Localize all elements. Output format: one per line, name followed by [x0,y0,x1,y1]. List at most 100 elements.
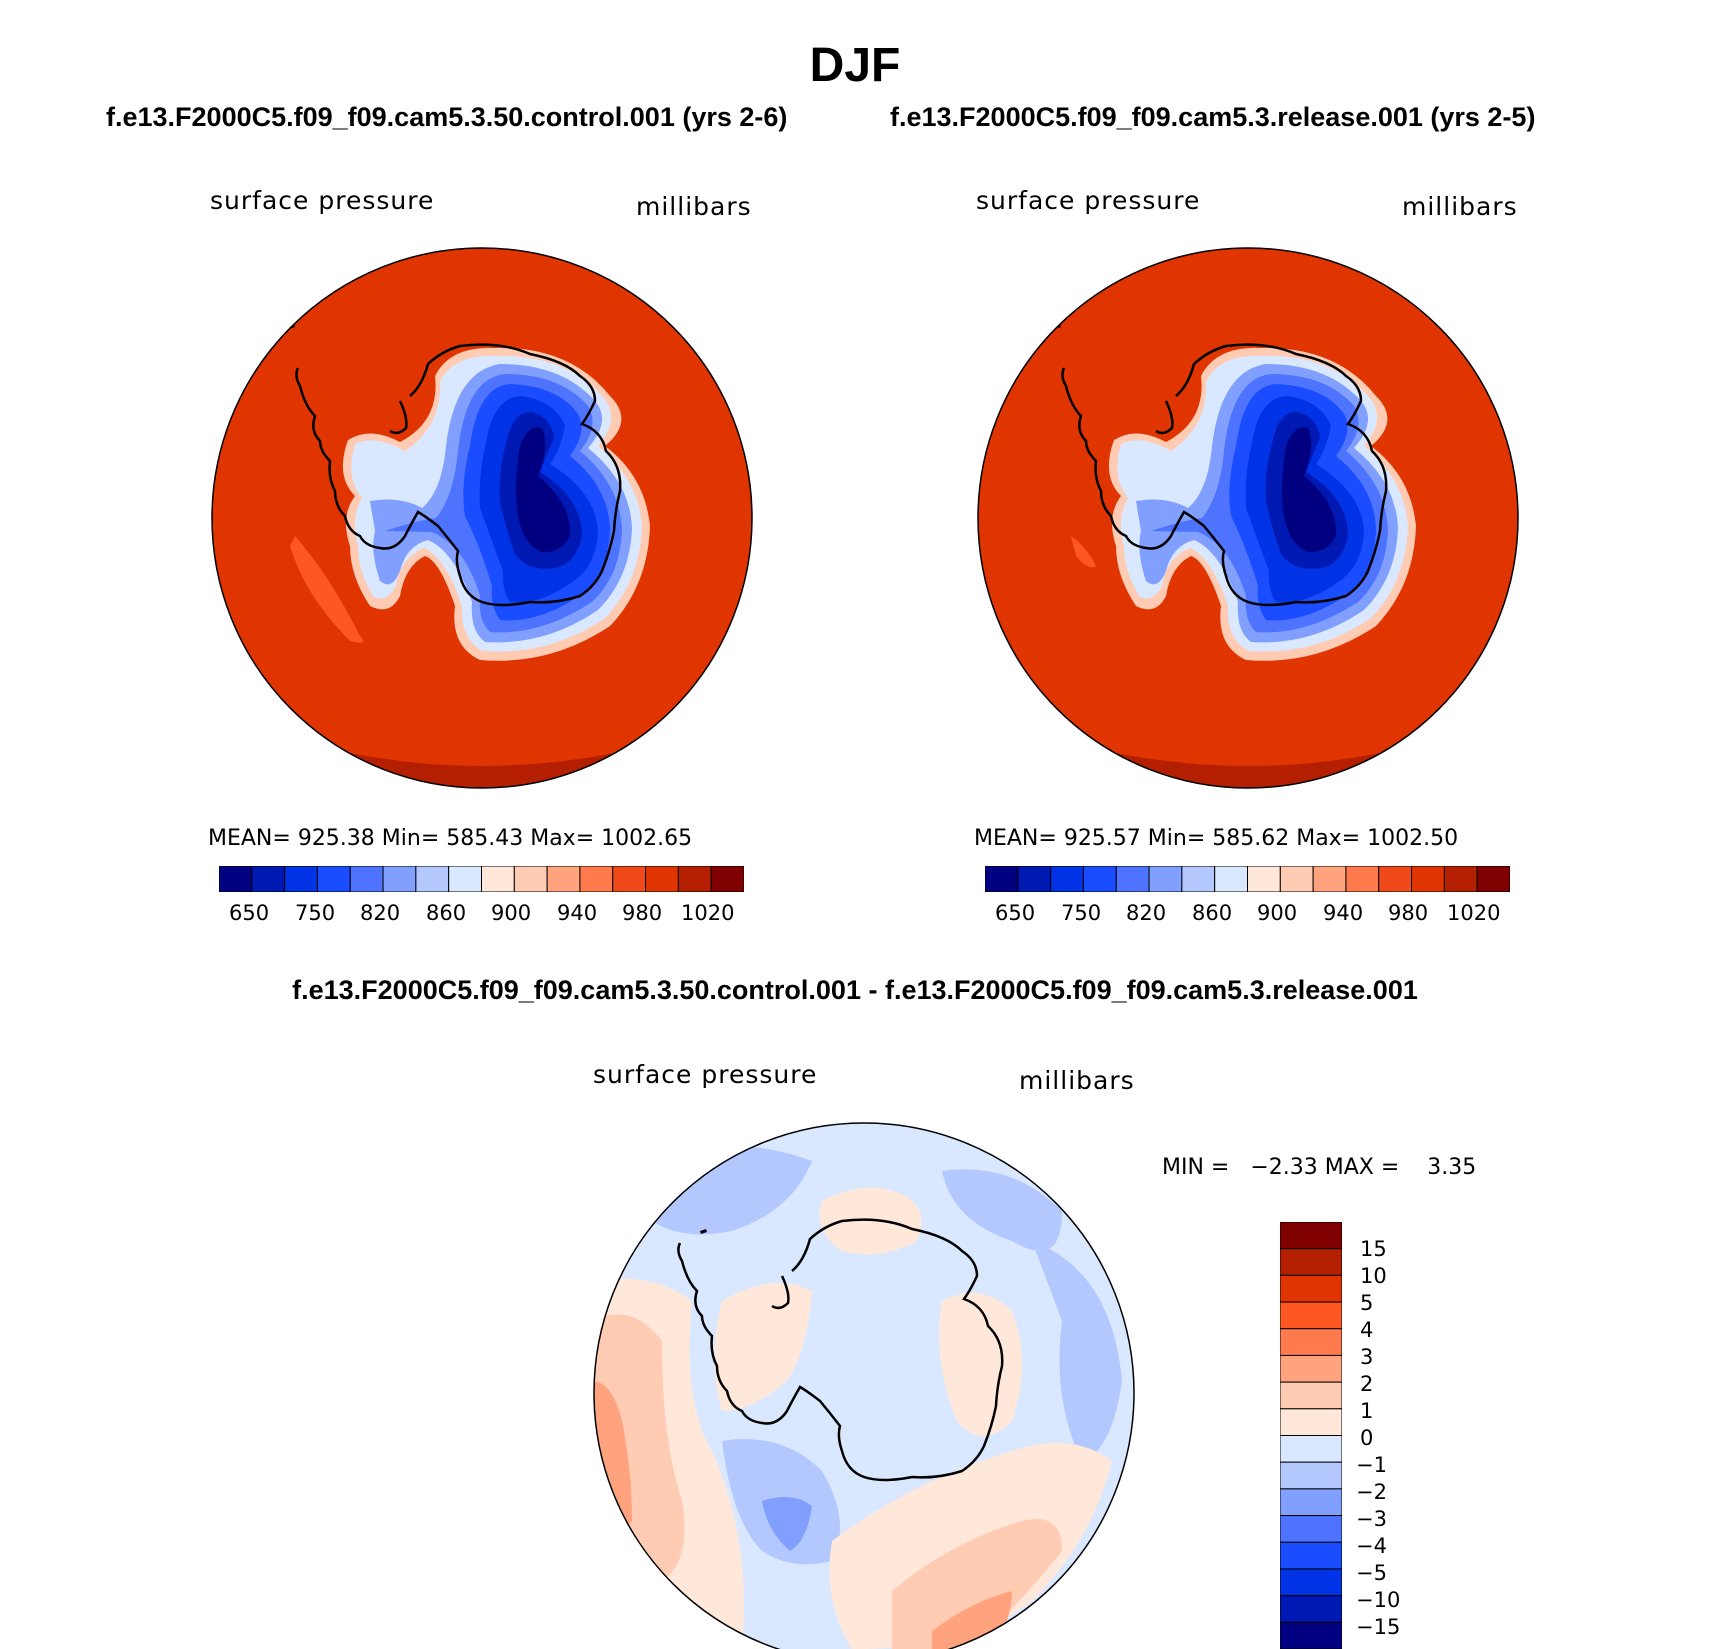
colorbar-swatch [513,866,548,892]
colorbar-swatch [1279,866,1314,892]
colorbar-swatch [1280,1595,1342,1623]
colorbar-tick: 940 [1323,901,1364,925]
diff-title: f.e13.F2000C5.f09_f09.cam5.3.50.control.… [292,975,1418,1005]
colorbar-swatch [1280,1222,1342,1250]
diff-map [593,1122,1135,1649]
coastline [1061,343,1388,607]
right-colorbar [985,866,1510,892]
antarctica-pressure [1108,347,1416,661]
colorbar-swatch [1214,866,1248,892]
colorbar-swatch [1280,1435,1342,1463]
colorbar-tick: 15 [1360,1237,1387,1261]
neg-region-ne [942,1169,1062,1251]
colorbar-swatch [1280,1408,1342,1436]
colorbar-swatch [1411,866,1445,892]
pos-region-center [714,1283,812,1411]
diff-colorbar [1280,1222,1342,1649]
colorbar-swatch [1280,1328,1342,1356]
colorbar-tick: −5 [1356,1561,1387,1585]
colorbar-tick: 1 [1360,1399,1374,1423]
colorbar-swatch [985,866,1019,892]
colorbar-tick: −1 [1356,1453,1387,1477]
colorbar-swatch [219,866,253,892]
colorbar-swatch [1247,866,1281,892]
colorbar-tick: 1020 [681,901,735,925]
colorbar-tick: 820 [360,901,401,925]
colorbar-swatch [1280,1621,1342,1649]
colorbar-tick: 0 [1360,1426,1374,1450]
colorbar-swatch [1181,866,1216,892]
colorbar-swatch [1280,1301,1342,1330]
coastline [295,343,622,607]
colorbar-swatch [1082,866,1117,892]
colorbar-tick: 650 [229,901,270,925]
colorbar-swatch [1280,1568,1342,1597]
neg-region-south-core [762,1497,812,1551]
colorbar-tick: 900 [1257,901,1298,925]
colorbar-swatch [1115,866,1150,892]
colorbar-tick: 820 [1126,901,1167,925]
colorbar-tick: 1020 [1447,901,1501,925]
colorbar-tick: −2 [1356,1480,1387,1504]
colorbar-tick: 980 [622,901,663,925]
colorbar-swatch [1280,1515,1342,1543]
colorbar-tick: 980 [1388,901,1429,925]
colorbar-swatch [1280,1541,1342,1570]
colorbar-swatch [251,866,286,892]
colorbar-swatch [284,866,318,892]
colorbar-tick: 5 [1360,1291,1374,1315]
colorbar-swatch [1345,866,1380,892]
colorbar-tick: −10 [1356,1588,1401,1612]
colorbar-swatch [1476,866,1510,892]
colorbar-swatch [316,866,351,892]
diff-minmax: MIN = −2.33 MAX = 3.35 [1162,1155,1477,1180]
antarctica-pressure [342,347,650,661]
colorbar-swatch [1312,866,1347,892]
colorbar-swatch [481,866,515,892]
case-right-title: f.e13.F2000C5.f09_f09.cam5.3.release.001… [890,102,1536,132]
diff-variable-label: surface pressure [593,1060,818,1089]
colorbar-swatch [349,866,384,892]
colorbar-swatch [448,866,482,892]
colorbar-swatch [415,866,450,892]
colorbar-swatch [1280,1488,1342,1517]
colorbar-tick: 10 [1360,1264,1387,1288]
colorbar-swatch [645,866,679,892]
colorbar-tick: −4 [1356,1534,1387,1558]
colorbar-tick: 860 [1192,901,1233,925]
colorbar-swatch [1050,866,1084,892]
diff-units-label: millibars [1019,1066,1135,1095]
pos-region-southeast-2 [892,1519,1062,1649]
colorbar-swatch [1280,1381,1342,1410]
colorbar-tick: 2 [1360,1372,1374,1396]
colorbar-swatch [1378,866,1413,892]
colorbar-tick: −15 [1356,1615,1401,1639]
colorbar-swatch [612,866,647,892]
colorbar-tick: 750 [295,901,336,925]
right-variable-label: surface pressure [976,186,1201,215]
colorbar-tick: 940 [557,901,598,925]
pos-region-east-cont [939,1293,1022,1436]
colorbar-tick: 650 [995,901,1036,925]
colorbar-tick: 750 [1061,901,1102,925]
colorbar-swatch [1280,1354,1342,1383]
colorbar-swatch [1017,866,1052,892]
neg-region-east [1032,1241,1122,1461]
colorbar-tick: 900 [491,901,532,925]
island [700,1229,707,1234]
left-units-label: millibars [636,192,752,221]
colorbar-swatch [1443,866,1478,892]
colorbar-swatch [677,866,712,892]
right-units-label: millibars [1402,192,1518,221]
left-map [211,247,753,789]
colorbar-tick: −3 [1356,1507,1387,1531]
colorbar-tick: 3 [1360,1345,1374,1369]
left-variable-label: surface pressure [210,186,435,215]
right-map [977,247,1519,789]
figure-title: DJF [809,39,901,92]
left-stats: MEAN= 925.38 Min= 585.43 Max= 1002.65 [208,826,693,851]
colorbar-swatch [382,866,417,892]
colorbar-swatch [1280,1248,1342,1276]
sea-patch [1071,536,1096,568]
colorbar-swatch [579,866,614,892]
